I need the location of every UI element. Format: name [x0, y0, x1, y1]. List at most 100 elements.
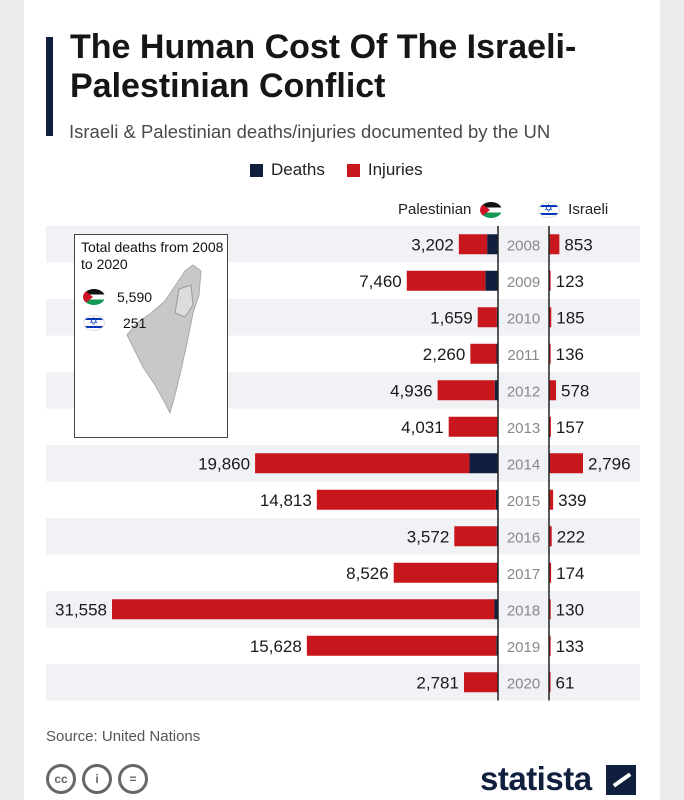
palestinian-injuries-bar: [393, 562, 498, 583]
year-label: 2012: [507, 383, 540, 400]
palestinian-injuries-bar: [112, 599, 495, 620]
source-note: Source: United Nations: [46, 728, 201, 745]
israeli-value-label: 853: [564, 235, 592, 254]
palestinian-deaths-bar: [494, 380, 498, 401]
palestinian-injuries-bar: [454, 526, 497, 547]
inset-title: Total deaths from 2008 to 2020: [81, 239, 224, 272]
year-label: 2016: [507, 529, 540, 546]
palestinian-deaths-bar: [495, 489, 498, 510]
palestinian-injuries-bar: [316, 489, 496, 510]
israeli-injuries-bar: [549, 562, 552, 583]
palestinian-injuries-bar: [470, 343, 497, 364]
israeli-value-label: 157: [556, 418, 584, 437]
year-label: 2013: [507, 420, 540, 437]
israeli-value-label: 578: [561, 381, 589, 400]
palestinian-injuries-bar: [406, 270, 486, 291]
palestinian-header-label: Palestinian: [398, 201, 472, 218]
palestinian-deaths-bar: [496, 635, 498, 656]
israeli-value-label: 185: [556, 308, 584, 327]
israeli-header-label: Israeli: [568, 201, 609, 218]
license-icons: cc i =: [46, 764, 154, 794]
year-label: 2009: [507, 274, 540, 291]
palestinian-injuries-bar: [477, 307, 497, 328]
palestinian-value-label: 4,936: [390, 381, 433, 400]
palestinian-value-label: 19,860: [198, 454, 250, 473]
year-label: 2008: [507, 237, 540, 254]
israeli-injuries-bar: [549, 489, 554, 510]
palestinian-value-label: 4,031: [401, 418, 444, 437]
palestinian-value-label: 7,460: [359, 272, 402, 291]
row-stripe: [46, 518, 640, 555]
palestinian-injuries-bar: [255, 453, 470, 474]
palestinian-column-header: Palestinian: [398, 201, 502, 219]
palestinian-value-label: 8,526: [346, 564, 389, 583]
israeli-value-label: 339: [558, 491, 586, 510]
chart-title: The Human Cost Of The Israeli-Palestinia…: [70, 28, 577, 105]
israeli-total-deaths: 251: [123, 315, 147, 331]
israeli-flag-icon: [538, 202, 560, 219]
year-label: 2010: [507, 310, 540, 327]
israel-map-icon: [126, 264, 202, 415]
legend-label-injuries: Injuries: [367, 160, 423, 179]
palestinian-value-label: 14,813: [260, 491, 312, 510]
deaths-swatch: [250, 163, 263, 177]
title-accent-bar: [46, 37, 53, 136]
year-label: 2020: [507, 675, 540, 692]
israeli-injuries-bar: [549, 672, 551, 693]
palestinian-flag-icon: [83, 289, 105, 305]
israeli-value-label: 222: [557, 527, 585, 546]
statista-logo-mark: [606, 765, 636, 795]
year-label: 2015: [507, 493, 540, 510]
by-icon[interactable]: i: [82, 764, 112, 794]
nd-icon[interactable]: =: [118, 764, 148, 794]
inset-palestinian-row: 5,590: [83, 289, 152, 305]
legend-item-deaths: Deaths: [250, 160, 325, 180]
palestinian-value-label: 2,260: [423, 345, 466, 364]
israeli-value-label: 2,796: [588, 454, 631, 473]
israeli-injuries-bar: [549, 343, 551, 364]
year-label: 2014: [507, 456, 540, 473]
palestinian-injuries-bar: [458, 234, 488, 255]
palestinian-injuries-bar: [463, 672, 498, 693]
israeli-injuries-bar: [549, 416, 551, 437]
cc-icon[interactable]: cc: [46, 764, 76, 794]
legend-label-deaths: Deaths: [271, 160, 325, 179]
statista-logo[interactable]: statista: [480, 760, 592, 797]
injuries-swatch: [346, 163, 360, 177]
israeli-flag-icon: [83, 315, 105, 331]
palestinian-deaths-bar: [496, 343, 498, 364]
israeli-value-label: 123: [556, 272, 584, 291]
israeli-injuries-bar: [549, 526, 552, 547]
inset-israeli-row: 251: [83, 315, 146, 331]
row-stripe: [46, 664, 640, 701]
total-deaths-inset: Total deaths from 2008 to 2020 5,590 251: [74, 234, 228, 438]
palestinian-value-label: 31,558: [55, 600, 107, 619]
palestinian-flag-icon: [479, 202, 502, 219]
israeli-column-header: Israeli: [538, 201, 609, 219]
israeli-injuries-bar: [550, 453, 583, 474]
palestinian-value-label: 2,781: [416, 673, 459, 692]
palestinian-total-deaths: 5,590: [117, 289, 153, 305]
israeli-value-label: 61: [556, 673, 575, 692]
palestinian-value-label: 3,572: [407, 527, 450, 546]
palestinian-injuries-bar: [437, 380, 495, 401]
chart-legend: Deaths Injuries: [250, 160, 445, 180]
year-label: 2017: [507, 566, 540, 583]
palestinian-injuries-bar: [448, 416, 498, 437]
israeli-injuries-bar: [549, 635, 551, 656]
year-label: 2019: [507, 639, 540, 656]
year-label: 2018: [507, 602, 540, 619]
palestinian-value-label: 1,659: [430, 308, 473, 327]
palestinian-deaths-bar: [485, 270, 498, 291]
israeli-injuries-bar: [549, 270, 551, 291]
israeli-value-label: 174: [556, 564, 584, 583]
palestinian-value-label: 3,202: [411, 235, 454, 254]
palestinian-deaths-bar: [469, 453, 498, 474]
israeli-value-label: 136: [556, 345, 584, 364]
palestinian-value-label: 15,628: [250, 637, 302, 656]
palestinian-deaths-bar: [487, 234, 498, 255]
palestinian-injuries-bar: [306, 635, 497, 656]
palestinian-deaths-bar: [494, 599, 498, 620]
israeli-injuries-bar: [549, 307, 552, 328]
